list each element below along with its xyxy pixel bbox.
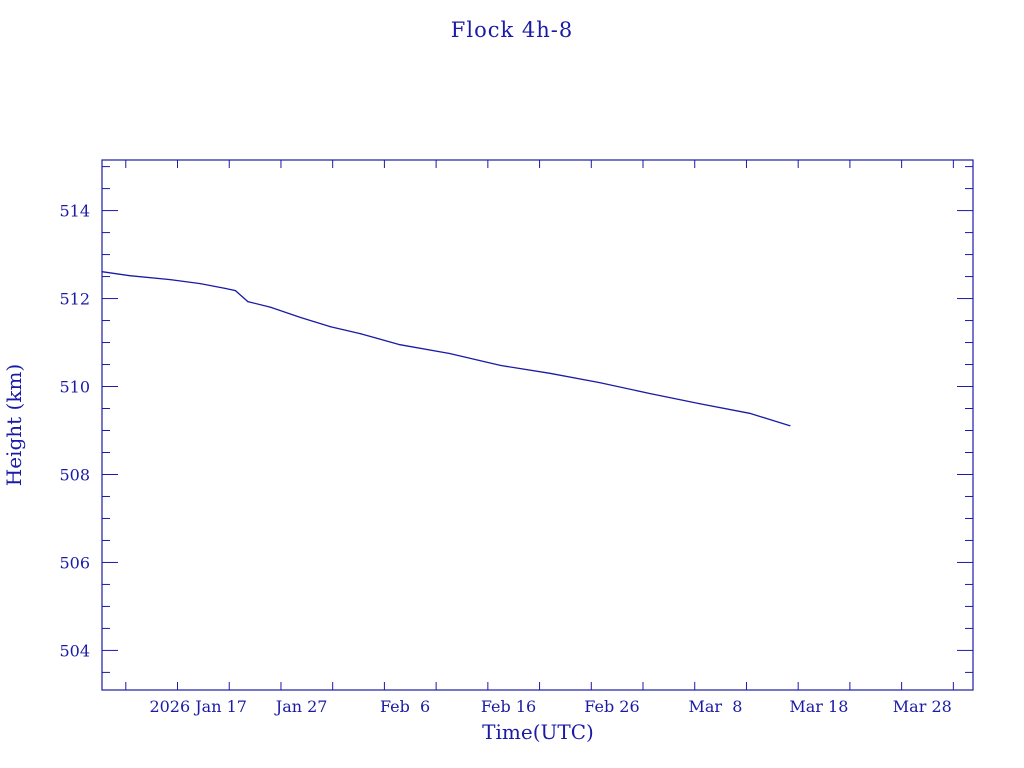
data-point: [270, 306, 272, 308]
data-point: [234, 290, 237, 292]
x-tick-label: Mar 28: [893, 697, 952, 716]
data-point: [549, 372, 551, 374]
x-tick-label: Feb 26: [584, 697, 639, 716]
x-tick-label: Mar 18: [789, 697, 848, 716]
data-point: [789, 425, 791, 427]
data-point: [224, 287, 226, 290]
data-point: [360, 333, 362, 335]
data-point: [499, 364, 501, 367]
data-point: [169, 279, 171, 281]
data-point: [129, 275, 131, 277]
x-tick-label: Mar 8: [688, 697, 742, 716]
x-tick-label: 2026 Jan 17: [149, 697, 247, 716]
y-tick-label: 506: [59, 553, 90, 572]
y-tick-label: 514: [59, 202, 90, 221]
x-tick-label: Jan 27: [274, 697, 328, 716]
y-tick-label: 504: [59, 641, 90, 660]
data-point: [101, 271, 103, 273]
data-point: [199, 282, 201, 285]
data-point: [399, 344, 401, 346]
data-point: [699, 403, 701, 405]
data-point: [598, 381, 601, 384]
y-tick-label: 508: [59, 465, 90, 484]
x-tick-label: Feb 6: [380, 697, 430, 716]
data-point: [300, 316, 302, 319]
chart-title: Flock 4h-8: [451, 18, 573, 42]
y-tick-label: 510: [59, 378, 90, 397]
data-point: [247, 301, 249, 303]
x-tick-label: Feb 16: [481, 697, 536, 716]
y-axis-label: Height (km): [2, 364, 26, 486]
data-point: [649, 392, 651, 395]
plot-frame: [101, 159, 974, 691]
data-point: [330, 326, 332, 328]
data-point: [448, 352, 451, 355]
data-point: [748, 412, 751, 414]
series-line-height: [101, 271, 791, 427]
y-tick-label: 512: [59, 290, 90, 309]
x-axis-label: Time(UTC): [482, 720, 594, 744]
